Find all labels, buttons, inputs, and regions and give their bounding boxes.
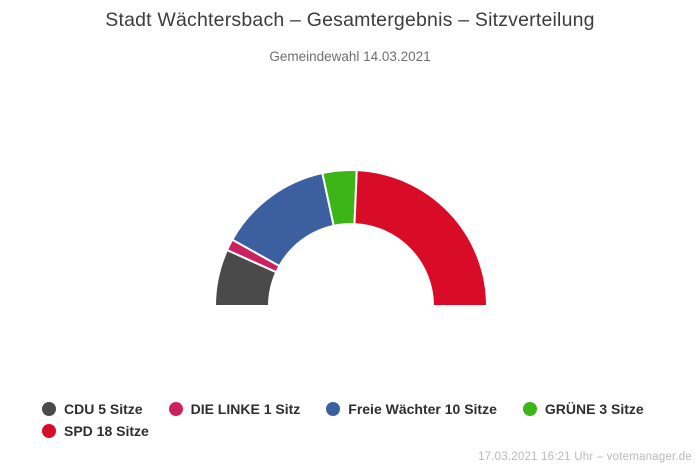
legend-label: CDU 5 Sitze	[64, 401, 143, 417]
legend-marker-icon	[42, 402, 56, 416]
legend-marker-icon	[42, 424, 56, 438]
legend-label: SPD 18 Sitze	[64, 423, 149, 439]
page-subtitle: Gemeindewahl 14.03.2021	[269, 49, 431, 64]
legend-item-spd[interactable]: SPD 18 Sitze	[42, 423, 149, 439]
legend-label: Freie Wächter 10 Sitze	[348, 401, 497, 417]
legend-item-cdu[interactable]: CDU 5 Sitze	[42, 401, 143, 417]
legend-marker-icon	[168, 402, 183, 416]
chart-legend: CDU 5 Sitze DIE LINKE 1 Sitz Freie Wächter…	[42, 401, 672, 439]
legend-marker-icon	[522, 402, 537, 416]
legend-item-grune[interactable]: GRÜNE 3 Sitze	[522, 401, 644, 417]
chart-segment-spd[interactable]	[353, 169, 489, 307]
legend-label: GRÜNE 3 Sitze	[544, 401, 644, 417]
legend-item-die-linke[interactable]: DIE LINKE 1 Sitz	[168, 401, 301, 417]
page-title: Stadt Wächtersbach – Gesamtergebnis – Si…	[105, 9, 595, 31]
legend-marker-icon	[326, 402, 341, 416]
legend-label: DIE LINKE 1 Sitz	[190, 401, 301, 417]
footer-timestamp: 17.03.2021 16:21 Uhr – votemanager.de	[478, 451, 692, 463]
legend-item-freie-wachter[interactable]: Freie Wächter 10 Sitze	[326, 401, 497, 417]
